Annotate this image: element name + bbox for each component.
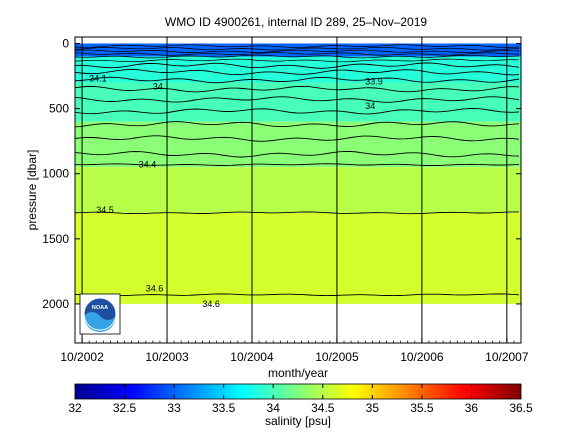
- contour-line: [75, 69, 520, 76]
- contour-lines: [75, 44, 520, 297]
- colorbar-label: salinity [psu]: [265, 414, 331, 428]
- y-tick-label: 500: [49, 102, 69, 116]
- contour-line: [75, 85, 520, 93]
- contour-line: [75, 107, 520, 115]
- colorbar-tick-label: 32: [68, 401, 82, 415]
- colorbar-tick-label: 32.5: [113, 401, 137, 415]
- contour-labels: 34.1 34 33.9 34 34.4 34.5 34.6 34.6: [89, 74, 383, 309]
- x-tick-label: 10/2005: [315, 350, 359, 364]
- contour-label: 34.5: [96, 205, 114, 215]
- colorbar-tick-label: 35.5: [410, 401, 434, 415]
- contour-line: [75, 150, 520, 158]
- contour-label: 34: [365, 101, 375, 111]
- contour-label: 34.4: [139, 160, 157, 170]
- colorbar-ticks: 32 32.5 33 33.5 34 34.5 35 35.5 36 36.5: [68, 384, 533, 415]
- colorbar-tick-label: 34.5: [311, 401, 335, 415]
- x-tick-label: 10/2002: [60, 350, 104, 364]
- contour-line: [75, 293, 520, 297]
- axis-ticks: 0 500 1000 1500 2000 10/2002 10/2003 10/2004 10/…: [42, 37, 529, 364]
- salinity-layer: [75, 167, 521, 213]
- contour-line: [75, 44, 520, 48]
- contour-label: 34.1: [89, 74, 107, 84]
- colorbar-tick-label: 34: [267, 401, 281, 415]
- contour-line: [75, 163, 520, 166]
- x-tick-label: 10/2003: [145, 350, 189, 364]
- contour-line: [75, 54, 520, 59]
- salinity-layer: [75, 82, 521, 122]
- y-tick-label: 1000: [42, 167, 69, 181]
- plot-frame: [74, 36, 522, 344]
- contour-line: [75, 52, 520, 56]
- x-tick-label: 10/2004: [230, 350, 274, 364]
- colorbar-tick-label: 35: [366, 401, 380, 415]
- contour-label: 34.6: [202, 299, 220, 309]
- x-tick-label: 10/2006: [400, 350, 444, 364]
- y-tick-label: 2000: [42, 297, 69, 311]
- salinity-layer: [75, 212, 521, 304]
- colorbar-tick-label: 33: [167, 401, 181, 415]
- salinity-layer: [75, 121, 521, 168]
- contour-label: 34: [153, 81, 163, 91]
- contour-line: [75, 62, 520, 69]
- colorbar-tick-label: 36: [465, 401, 479, 415]
- contour-line: [75, 49, 520, 53]
- contour-line: [75, 76, 520, 84]
- y-axis-label: pressure [dbar]: [25, 150, 39, 231]
- x-tick-label: 10/2007: [485, 350, 529, 364]
- logo-inner-circle: [83, 297, 117, 331]
- noaa-logo: NOAA: [79, 293, 121, 335]
- contour-line: [75, 135, 520, 142]
- contour-line: [75, 211, 519, 215]
- y-tick-label: 1500: [42, 232, 69, 246]
- y-tick-label: 0: [62, 37, 69, 51]
- contour-label: 33.9: [365, 76, 383, 86]
- vertical-markers: [81, 37, 508, 343]
- contour-label: 34.6: [146, 283, 164, 293]
- contour-line: [75, 58, 520, 63]
- x-axis-label: month/year: [268, 366, 328, 380]
- colorbar-tick-label: 36.5: [509, 401, 533, 415]
- colorbar-tick-label: 33.5: [212, 401, 236, 415]
- colorbar: [74, 383, 522, 400]
- no-data-region: [75, 303, 521, 343]
- contour-line: [75, 46, 520, 51]
- contour-line: [75, 96, 520, 103]
- logo-wave: [84, 312, 116, 332]
- chart-title: WMO ID 4900261, internal ID 289, 25–Nov–…: [165, 15, 427, 29]
- contour-line: [75, 121, 520, 128]
- salinity-layers: [75, 43, 521, 343]
- logo-text: NOAA: [92, 305, 108, 311]
